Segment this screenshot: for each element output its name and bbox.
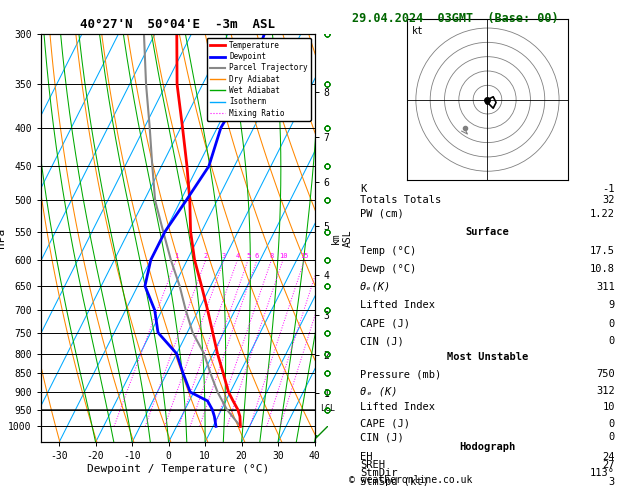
- Text: SREH: SREH: [360, 460, 385, 470]
- Text: © weatheronline.co.uk: © weatheronline.co.uk: [349, 475, 472, 485]
- Text: Totals Totals: Totals Totals: [360, 195, 442, 206]
- Text: EH: EH: [360, 451, 372, 462]
- Text: 312: 312: [596, 386, 615, 396]
- Text: Lifted Index: Lifted Index: [360, 402, 435, 413]
- Text: 0: 0: [608, 336, 615, 347]
- Text: StmSpd (kt): StmSpd (kt): [360, 476, 429, 486]
- Text: 1: 1: [174, 253, 178, 259]
- Text: LCL: LCL: [320, 404, 335, 414]
- Text: 5: 5: [246, 253, 250, 259]
- Text: CAPE (J): CAPE (J): [360, 418, 410, 429]
- Text: Most Unstable: Most Unstable: [447, 352, 528, 362]
- Text: PW (cm): PW (cm): [360, 208, 404, 219]
- Text: 3: 3: [608, 476, 615, 486]
- Y-axis label: km
ASL: km ASL: [331, 229, 352, 247]
- Text: 113°: 113°: [590, 468, 615, 478]
- Title: 40°27'N  50°04'E  -3m  ASL: 40°27'N 50°04'E -3m ASL: [80, 18, 276, 32]
- Text: 8: 8: [269, 253, 274, 259]
- Text: Pressure (mb): Pressure (mb): [360, 369, 442, 379]
- Text: Dewp (°C): Dewp (°C): [360, 264, 416, 275]
- Y-axis label: hPa: hPa: [0, 228, 6, 248]
- Text: 10: 10: [279, 253, 287, 259]
- Text: 3: 3: [222, 253, 226, 259]
- Text: 750: 750: [596, 369, 615, 379]
- Text: 9: 9: [608, 300, 615, 311]
- Text: 0: 0: [608, 418, 615, 429]
- Legend: Temperature, Dewpoint, Parcel Trajectory, Dry Adiabat, Wet Adiabat, Isotherm, Mi: Temperature, Dewpoint, Parcel Trajectory…: [207, 38, 311, 121]
- Text: CIN (J): CIN (J): [360, 432, 404, 442]
- Text: K: K: [360, 184, 367, 194]
- Text: 0: 0: [608, 319, 615, 329]
- Text: 10: 10: [603, 402, 615, 413]
- Text: CAPE (J): CAPE (J): [360, 319, 410, 329]
- Text: 6: 6: [255, 253, 259, 259]
- Text: 10.8: 10.8: [590, 264, 615, 275]
- Text: -1: -1: [603, 184, 615, 194]
- Text: 29.04.2024  03GMT  (Base: 00): 29.04.2024 03GMT (Base: 00): [352, 12, 559, 25]
- Text: 2: 2: [204, 253, 208, 259]
- Text: θₑ (K): θₑ (K): [360, 386, 398, 396]
- Text: 27: 27: [603, 460, 615, 470]
- Text: 15: 15: [300, 253, 309, 259]
- Text: StmDir: StmDir: [360, 468, 398, 478]
- Text: CIN (J): CIN (J): [360, 336, 404, 347]
- Text: 32: 32: [603, 195, 615, 206]
- Text: Temp (°C): Temp (°C): [360, 246, 416, 256]
- Text: kt: kt: [412, 26, 424, 36]
- Text: Surface: Surface: [465, 227, 509, 237]
- Text: 0: 0: [608, 432, 615, 442]
- Text: 17.5: 17.5: [590, 246, 615, 256]
- Text: Hodograph: Hodograph: [459, 442, 516, 452]
- Text: Lifted Index: Lifted Index: [360, 300, 435, 311]
- Text: 4: 4: [235, 253, 240, 259]
- Text: 1.22: 1.22: [590, 208, 615, 219]
- Text: 24: 24: [603, 451, 615, 462]
- Text: 311: 311: [596, 282, 615, 292]
- Text: θₑ(K): θₑ(K): [360, 282, 391, 292]
- X-axis label: Dewpoint / Temperature (°C): Dewpoint / Temperature (°C): [87, 464, 269, 474]
